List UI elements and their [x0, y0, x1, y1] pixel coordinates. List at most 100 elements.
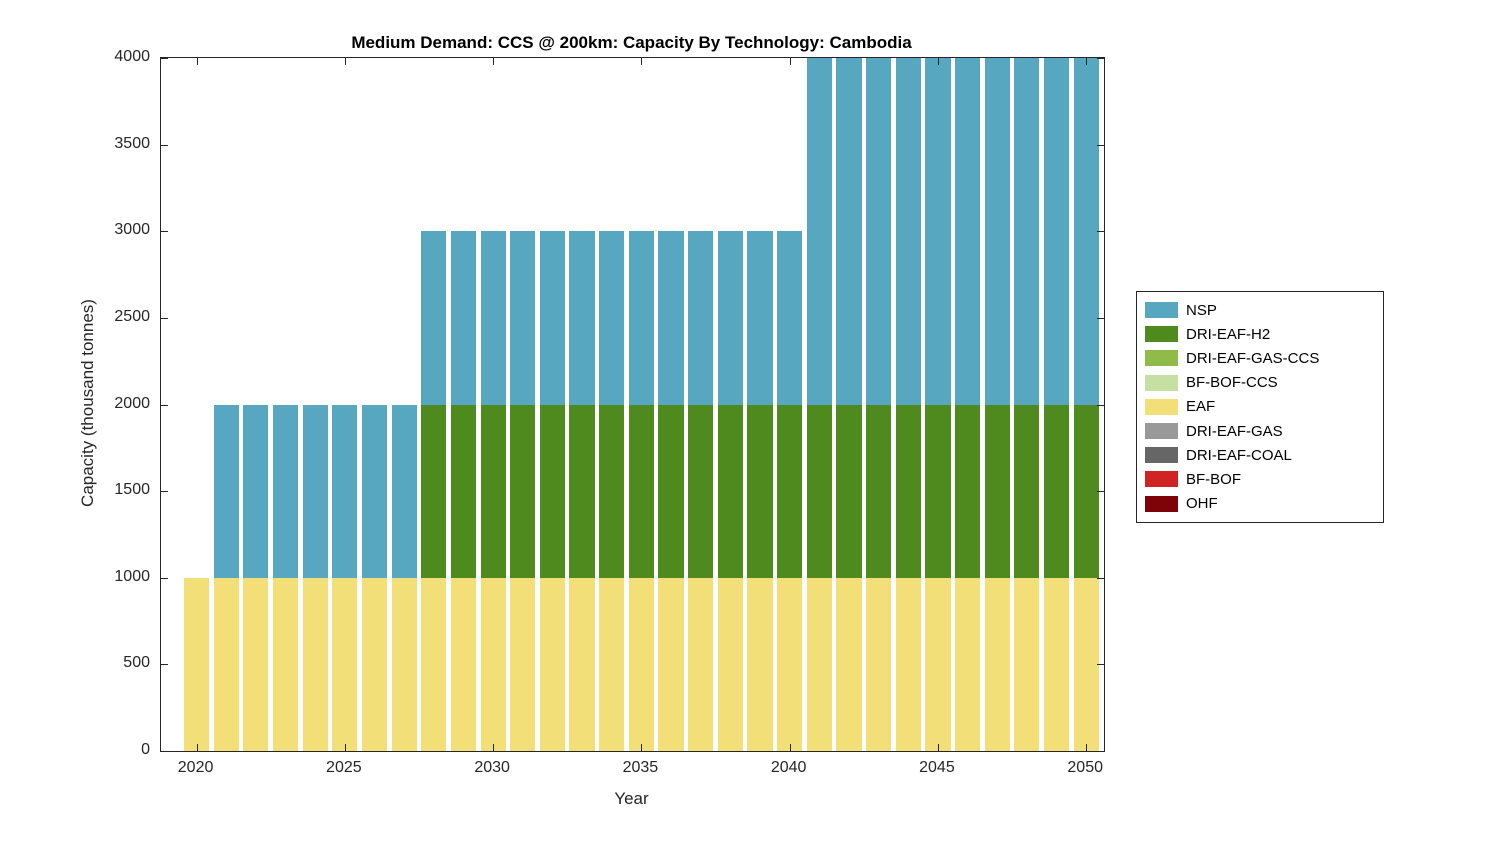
y-tick-label: 500: [123, 654, 150, 672]
y-tick-label: 1500: [114, 481, 150, 499]
bar-segment-eaf: [777, 577, 803, 751]
bar-segment-eaf: [717, 577, 743, 751]
bar-segment-dri-eaf-h2: [539, 404, 566, 578]
tick-mark: [1097, 664, 1104, 666]
tick-mark: [641, 58, 643, 65]
bar-segment-nsp: [243, 404, 269, 578]
legend-swatch: [1145, 447, 1178, 464]
bar-segment-eaf: [954, 577, 981, 751]
bar-segment-nsp: [1073, 58, 1099, 405]
legend-item: BF-BOF-CCS: [1145, 371, 1375, 395]
tick-mark: [1097, 58, 1104, 59]
x-tick-label: 2030: [474, 759, 510, 776]
tick-mark: [161, 58, 168, 59]
x-tick-label: 2035: [622, 759, 659, 776]
legend-label: DRI-EAF-GAS-CCS: [1186, 349, 1320, 367]
x-tick-label: 2050: [1067, 759, 1103, 776]
tick-mark: [161, 751, 168, 752]
bar-segment-eaf: [747, 577, 773, 751]
tick-mark: [1097, 231, 1104, 233]
bar-segment-eaf: [1014, 577, 1040, 751]
tick-mark: [1097, 577, 1104, 579]
bar-segment-nsp: [628, 231, 654, 405]
bar-segment-eaf: [984, 577, 1010, 751]
tick-mark: [161, 491, 168, 493]
legend-item: DRI-EAF-COAL: [1145, 443, 1375, 467]
tick-mark: [937, 58, 939, 65]
bar-segment-eaf: [272, 577, 299, 751]
bar-segment-eaf: [213, 577, 239, 751]
bar-segment-nsp: [688, 231, 714, 405]
legend-swatch: [1145, 302, 1178, 319]
bar-segment-nsp: [391, 404, 417, 578]
tick-mark: [937, 744, 939, 751]
bar-segment-eaf: [895, 577, 921, 751]
bar-segment-eaf: [925, 577, 951, 751]
tick-mark: [161, 231, 168, 233]
bar-segment-dri-eaf-h2: [954, 404, 981, 578]
bar-segment-eaf: [688, 577, 714, 751]
bar-segment-dri-eaf-h2: [450, 404, 477, 578]
bar-segment-nsp: [866, 58, 892, 405]
bar-segment-nsp: [717, 231, 743, 405]
legend-label: EAF: [1186, 398, 1216, 416]
y-tick-label: 3000: [114, 221, 150, 239]
bar-segment-eaf: [450, 577, 477, 751]
bar-segment-dri-eaf-h2: [866, 404, 892, 578]
bar-segment-dri-eaf-h2: [895, 404, 921, 578]
bar-segment-nsp: [925, 58, 951, 405]
legend: NSP DRI-EAF-H2 DRI-EAF-GAS-CCS BF-BOF-CCS EA…: [1136, 291, 1384, 523]
x-tick-label: 2020: [177, 759, 214, 776]
bar-segment-nsp: [984, 58, 1010, 405]
bar-segment-eaf: [569, 577, 595, 751]
tick-mark: [789, 744, 791, 751]
tick-mark: [1086, 744, 1088, 751]
tick-mark: [493, 744, 495, 751]
y-tick-label: 0: [141, 741, 150, 758]
bar-segment-nsp: [747, 231, 773, 405]
bar-segment-dri-eaf-h2: [717, 404, 743, 578]
y-tick-label: 2500: [114, 307, 150, 325]
x-tick-label: 2025: [326, 759, 362, 776]
legend-item: NSP: [1145, 298, 1375, 322]
legend-label: DRI-EAF-COAL: [1186, 446, 1292, 464]
bar-segment-nsp: [658, 231, 684, 405]
bar-segment-nsp: [361, 404, 388, 578]
y-tick-label: 1000: [114, 567, 150, 585]
legend-item: DRI-EAF-H2: [1145, 322, 1375, 346]
legend-swatch: [1145, 398, 1178, 415]
bar-segment-nsp: [895, 58, 921, 405]
tick-mark: [1097, 317, 1104, 319]
legend-item: EAF: [1145, 395, 1375, 419]
bar-segment-nsp: [1014, 58, 1040, 405]
legend-swatch: [1145, 350, 1178, 367]
bar-segment-dri-eaf-h2: [688, 404, 714, 578]
x-axis-label: Year: [614, 789, 649, 808]
legend-swatch: [1145, 495, 1178, 512]
bar-segment-nsp: [777, 231, 803, 405]
legend-item: OHF: [1145, 492, 1375, 516]
bar-segment-eaf: [421, 577, 447, 751]
bar-segment-eaf: [510, 577, 536, 751]
bar-segment-eaf: [243, 577, 269, 751]
legend-label: BF-BOF: [1186, 470, 1241, 488]
bar-segment-eaf: [599, 577, 625, 751]
bar-segment-eaf: [866, 577, 892, 751]
tick-mark: [1097, 491, 1104, 493]
bar-segment-nsp: [480, 231, 506, 405]
bar-segment-dri-eaf-h2: [777, 404, 803, 578]
tick-mark: [196, 744, 198, 751]
legend-swatch: [1145, 471, 1178, 488]
y-tick-label: 4000: [114, 48, 150, 65]
bar-segment-eaf: [539, 577, 566, 751]
bar-segment-dri-eaf-h2: [747, 404, 773, 578]
chart-title: Medium Demand: CCS @ 200km: Capacity By …: [351, 33, 912, 52]
tick-mark: [161, 664, 168, 666]
legend-label: DRI-EAF-H2: [1186, 325, 1271, 343]
legend-swatch: [1145, 423, 1178, 440]
legend-label: NSP: [1186, 301, 1217, 319]
bar-segment-nsp: [332, 404, 358, 578]
bar-segment-nsp: [1043, 58, 1070, 405]
bar-segment-nsp: [213, 404, 239, 578]
